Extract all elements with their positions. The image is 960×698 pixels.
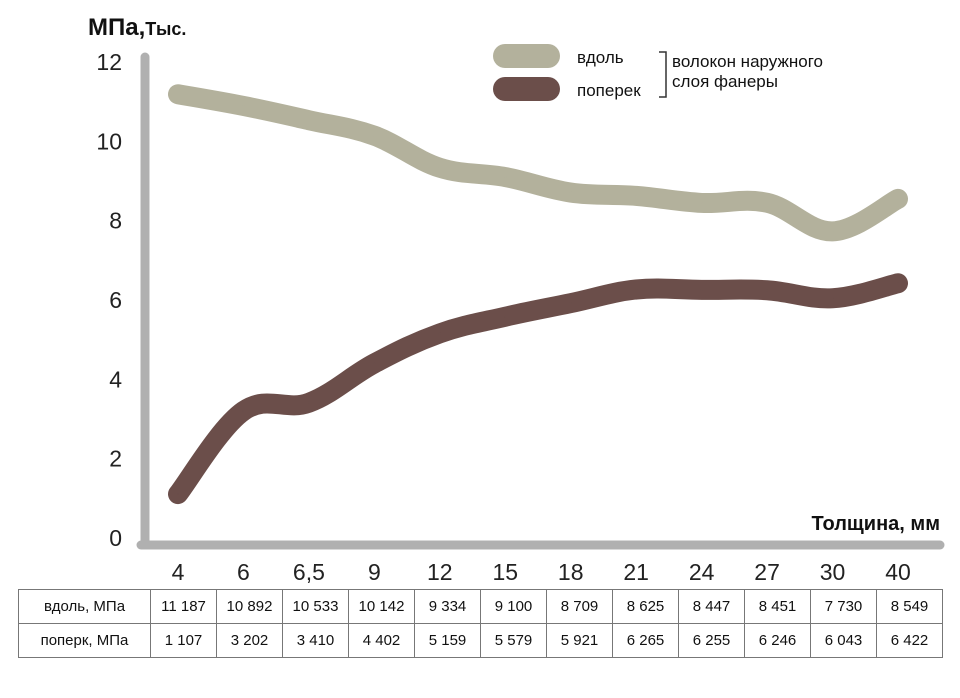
table-cell: 6 246 bbox=[744, 623, 811, 658]
row-header-vdol: вдоль, МПа bbox=[18, 589, 151, 624]
x-tick-labels: 4 6 6,5 9 12 15 18 21 24 27 30 40 bbox=[172, 559, 911, 585]
table-cell: 10 142 bbox=[348, 589, 415, 624]
table-cell: 11 187 bbox=[150, 589, 217, 624]
y-tick-label: 8 bbox=[109, 208, 122, 234]
data-point bbox=[242, 104, 245, 107]
x-tick-label: 15 bbox=[492, 559, 518, 585]
series-line-poperek bbox=[168, 273, 908, 505]
table-cell: 9 100 bbox=[480, 589, 547, 624]
data-point bbox=[897, 282, 899, 285]
x-tick-label: 40 bbox=[885, 559, 911, 585]
table-cell: 8 549 bbox=[876, 589, 943, 624]
data-point bbox=[635, 194, 638, 197]
table-cell: 10 533 bbox=[282, 589, 349, 624]
data-point bbox=[700, 201, 703, 204]
table-cell: 10 892 bbox=[216, 589, 283, 624]
data-point bbox=[373, 134, 376, 137]
data-point bbox=[242, 409, 245, 412]
y-tick-label: 4 bbox=[109, 366, 122, 392]
row-header-poperek: поперк, МПа bbox=[18, 623, 151, 658]
legend-label-vdol: вдоль bbox=[577, 48, 624, 67]
x-tick-label: 12 bbox=[427, 559, 453, 585]
y-axis-unit-label: МПа,Тыс. bbox=[88, 14, 186, 41]
y-tick-label: 10 bbox=[96, 128, 122, 154]
data-point bbox=[177, 93, 179, 96]
legend-note-line2: слоя фанеры bbox=[672, 72, 778, 91]
table-cell: 5 159 bbox=[414, 623, 481, 658]
table-cell: 8 709 bbox=[546, 589, 613, 624]
data-point bbox=[897, 197, 899, 200]
table-cell: 8 625 bbox=[612, 589, 679, 624]
table-cell: 6 255 bbox=[678, 623, 745, 658]
data-point bbox=[635, 288, 638, 291]
data-point bbox=[373, 362, 376, 365]
y-tick-label: 0 bbox=[109, 525, 122, 551]
table-row: вдоль, МПа 11 187 10 892 10 533 10 142 9… bbox=[18, 589, 943, 624]
table-cell: 4 402 bbox=[348, 623, 415, 658]
x-tick-label: 6 bbox=[237, 559, 250, 585]
y-tick-label: 2 bbox=[109, 446, 122, 472]
y-tick-label: 12 bbox=[96, 49, 122, 75]
series-lines bbox=[168, 84, 908, 505]
data-point bbox=[504, 315, 507, 318]
legend-note-line1: волокон наружного bbox=[672, 52, 823, 71]
x-axis-title: Толщина, мм bbox=[812, 513, 940, 535]
series-line-vdol bbox=[168, 84, 908, 242]
table-cell: 6 422 bbox=[876, 623, 943, 658]
data-point bbox=[766, 289, 769, 292]
table-cell: 8 451 bbox=[744, 589, 811, 624]
data-point bbox=[831, 297, 834, 300]
data-point bbox=[438, 166, 441, 169]
data-point bbox=[766, 201, 769, 204]
data-table: вдоль, МПа 11 187 10 892 10 533 10 142 9… bbox=[18, 589, 943, 658]
legend-label-poperek: поперек bbox=[577, 81, 641, 100]
data-point bbox=[569, 191, 572, 194]
data-point bbox=[177, 493, 179, 496]
data-point bbox=[700, 288, 703, 291]
data-point bbox=[569, 302, 572, 305]
table-cell: 5 579 bbox=[480, 623, 547, 658]
data-point bbox=[831, 230, 834, 233]
x-tick-label: 24 bbox=[689, 559, 715, 585]
table-cell: 8 447 bbox=[678, 589, 745, 624]
x-tick-label: 30 bbox=[820, 559, 846, 585]
x-tick-label: 27 bbox=[754, 559, 780, 585]
x-tick-label: 21 bbox=[623, 559, 649, 585]
x-tick-label: 6,5 bbox=[293, 559, 325, 585]
table-row: поперк, МПа 1 107 3 202 3 410 4 402 5 15… bbox=[18, 623, 943, 658]
y-tick-labels: 0 2 4 6 8 10 12 bbox=[96, 49, 122, 551]
x-tick-label: 18 bbox=[558, 559, 584, 585]
legend-bracket bbox=[659, 51, 667, 98]
data-point bbox=[307, 119, 310, 122]
data-point bbox=[504, 176, 507, 179]
x-tick-label: 4 bbox=[172, 559, 185, 585]
y-tick-label: 6 bbox=[109, 287, 122, 313]
table-cell: 1 107 bbox=[150, 623, 217, 658]
table-cell: 5 921 bbox=[546, 623, 613, 658]
table-cell: 9 334 bbox=[414, 589, 481, 624]
table-cell: 6 265 bbox=[612, 623, 679, 658]
table-cell: 3 202 bbox=[216, 623, 283, 658]
data-point bbox=[438, 332, 441, 335]
legend: вдоль поперек волокон наружного слоя фан… bbox=[493, 44, 823, 101]
x-tick-label: 9 bbox=[368, 559, 381, 585]
data-point bbox=[307, 401, 310, 404]
table-cell: 6 043 bbox=[810, 623, 877, 658]
table-cell: 3 410 bbox=[282, 623, 349, 658]
table-cell: 7 730 bbox=[810, 589, 877, 624]
